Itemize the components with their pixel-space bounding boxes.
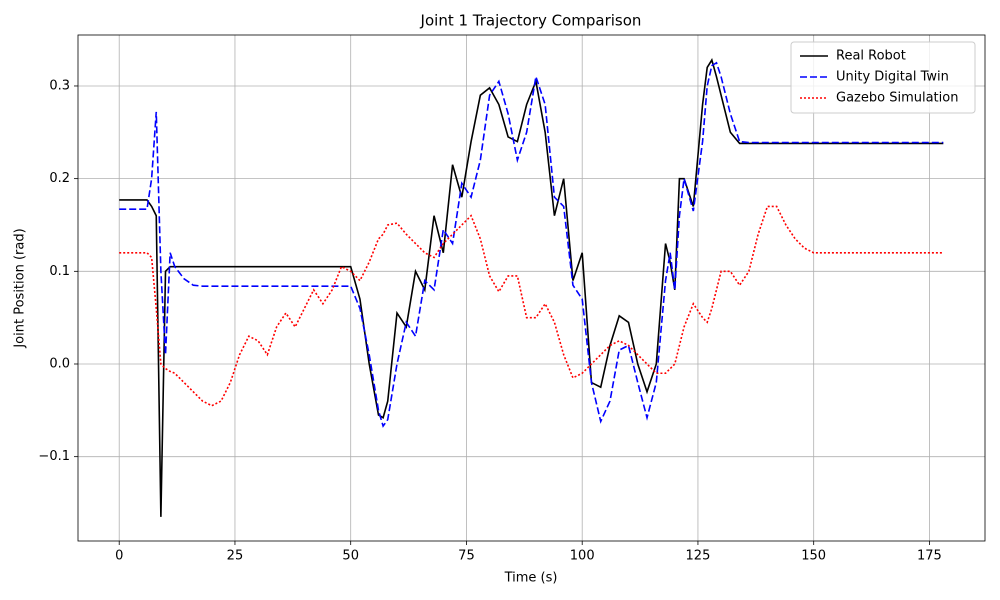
y-tick-label: −0.1 bbox=[38, 449, 70, 464]
x-tick-label: 75 bbox=[458, 549, 475, 564]
x-tick-label: 0 bbox=[115, 549, 123, 564]
legend-label: Real Robot bbox=[836, 49, 906, 64]
x-tick-label: 50 bbox=[342, 549, 359, 564]
data-line bbox=[119, 61, 944, 428]
legend-box bbox=[790, 41, 976, 114]
y-tick-label: 0.0 bbox=[49, 356, 70, 371]
x-axis-label: Time (s) bbox=[504, 571, 558, 586]
x-tick-label: 100 bbox=[570, 549, 595, 564]
legend-label: Unity Digital Twin bbox=[836, 70, 949, 85]
x-tick-label: 175 bbox=[917, 549, 942, 564]
legend: Real Robot Unity Digital Twin Gazebo Simul… bbox=[790, 41, 976, 114]
y-tick-label: 0.1 bbox=[49, 264, 70, 279]
data-line bbox=[119, 205, 944, 407]
data-line bbox=[119, 58, 944, 517]
plot-frame bbox=[77, 34, 986, 542]
chart-title: Joint 1 Trajectory Comparison bbox=[420, 12, 642, 30]
y-tick-label: 0.3 bbox=[49, 78, 70, 93]
y-axis-label: Joint Position (rad) bbox=[13, 228, 28, 348]
x-tick-label: 125 bbox=[686, 549, 711, 564]
x-tick-label: 150 bbox=[801, 549, 826, 564]
y-tick-label: 0.2 bbox=[49, 171, 70, 186]
grid-layer: 0 25 50 75 100 125 150 175 −0.1 0.0 0.1 0.2 0.3 bbox=[38, 35, 985, 564]
legend-label: Gazebo Simulation bbox=[836, 91, 958, 106]
line-layer bbox=[119, 58, 944, 517]
x-tick-label: 25 bbox=[227, 549, 244, 564]
